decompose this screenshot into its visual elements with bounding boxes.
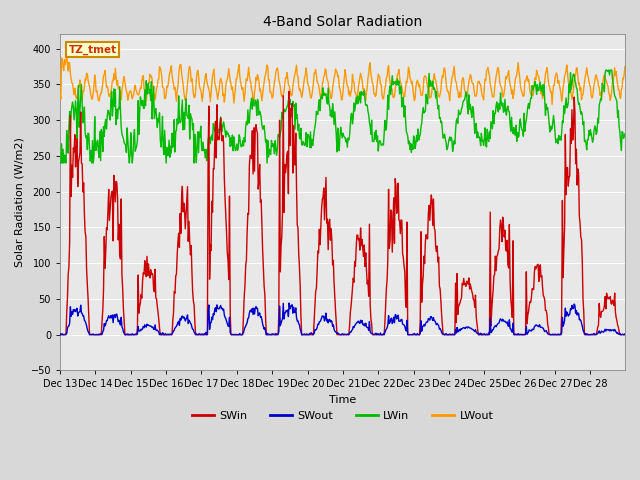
X-axis label: Time: Time xyxy=(329,395,356,405)
Title: 4-Band Solar Radiation: 4-Band Solar Radiation xyxy=(263,15,422,29)
Y-axis label: Solar Radiation (W/m2): Solar Radiation (W/m2) xyxy=(15,137,25,267)
Text: TZ_tmet: TZ_tmet xyxy=(68,45,116,55)
Legend: SWin, SWout, LWin, LWout: SWin, SWout, LWin, LWout xyxy=(188,407,498,425)
